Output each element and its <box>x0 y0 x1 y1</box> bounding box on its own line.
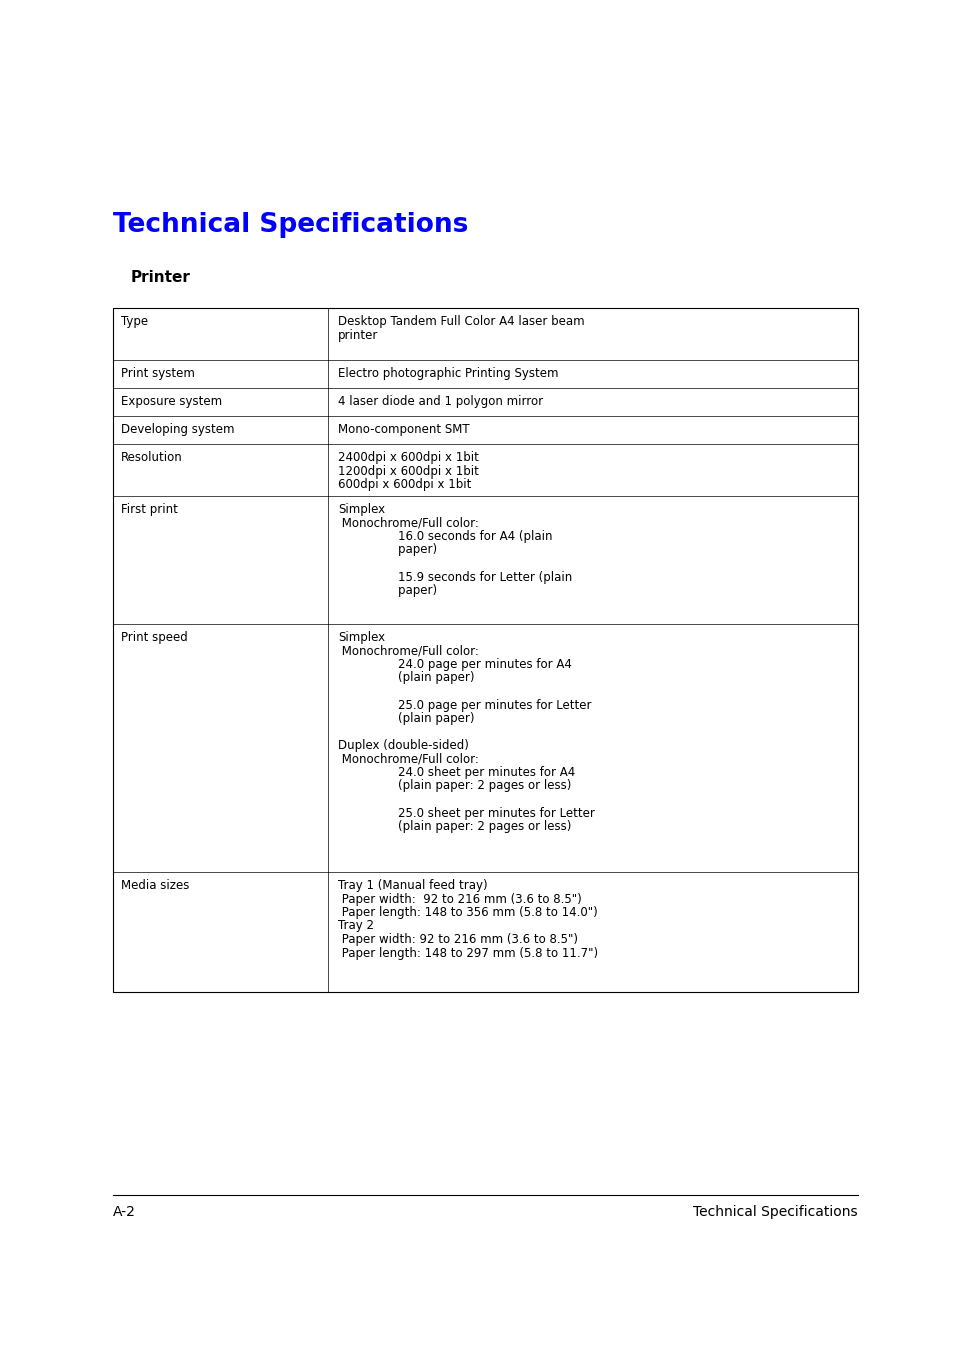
Text: 24.0 page per minutes for A4: 24.0 page per minutes for A4 <box>337 657 571 671</box>
Text: 600dpi x 600dpi x 1bit: 600dpi x 600dpi x 1bit <box>337 478 471 491</box>
Text: Monochrome/Full color:: Monochrome/Full color: <box>337 644 478 657</box>
Text: Tray 2: Tray 2 <box>337 919 374 933</box>
Text: Print speed: Print speed <box>121 630 188 644</box>
Text: Developing system: Developing system <box>121 423 234 436</box>
Text: 15.9 seconds for Letter (plain: 15.9 seconds for Letter (plain <box>337 571 572 583</box>
Text: 24.0 sheet per minutes for A4: 24.0 sheet per minutes for A4 <box>337 765 575 779</box>
Text: (plain paper): (plain paper) <box>337 711 474 725</box>
Text: Electro photographic Printing System: Electro photographic Printing System <box>337 367 558 379</box>
Text: Type: Type <box>121 315 148 328</box>
Text: A-2: A-2 <box>112 1206 135 1219</box>
Text: 1200dpi x 600dpi x 1bit: 1200dpi x 600dpi x 1bit <box>337 464 478 478</box>
Text: Resolution: Resolution <box>121 451 183 464</box>
Text: Paper width: 92 to 216 mm (3.6 to 8.5"): Paper width: 92 to 216 mm (3.6 to 8.5") <box>337 933 578 946</box>
Text: Monochrome/Full color:: Monochrome/Full color: <box>337 517 478 529</box>
Text: Monochrome/Full color:: Monochrome/Full color: <box>337 752 478 765</box>
Text: Exposure system: Exposure system <box>121 396 222 408</box>
Text: Technical Specifications: Technical Specifications <box>112 212 468 238</box>
Text: Tray 1 (Manual feed tray): Tray 1 (Manual feed tray) <box>337 879 487 892</box>
Text: Paper length: 148 to 297 mm (5.8 to 11.7"): Paper length: 148 to 297 mm (5.8 to 11.7… <box>337 946 598 960</box>
Text: 25.0 page per minutes for Letter: 25.0 page per minutes for Letter <box>337 698 591 711</box>
Text: (plain paper): (plain paper) <box>337 671 474 684</box>
Text: 16.0 seconds for A4 (plain: 16.0 seconds for A4 (plain <box>337 531 552 543</box>
Text: paper): paper) <box>337 544 436 556</box>
Text: paper): paper) <box>337 585 436 597</box>
Text: Media sizes: Media sizes <box>121 879 190 892</box>
Text: Duplex (double-sided): Duplex (double-sided) <box>337 738 468 752</box>
Text: (plain paper: 2 pages or less): (plain paper: 2 pages or less) <box>337 779 571 792</box>
Text: Printer: Printer <box>131 270 191 285</box>
Text: printer: printer <box>337 328 378 342</box>
Text: Mono-component SMT: Mono-component SMT <box>337 423 469 436</box>
Text: Desktop Tandem Full Color A4 laser beam: Desktop Tandem Full Color A4 laser beam <box>337 315 584 328</box>
Text: 4 laser diode and 1 polygon mirror: 4 laser diode and 1 polygon mirror <box>337 396 542 408</box>
Text: Paper width:  92 to 216 mm (3.6 to 8.5"): Paper width: 92 to 216 mm (3.6 to 8.5") <box>337 892 581 906</box>
Text: Technical Specifications: Technical Specifications <box>693 1206 857 1219</box>
Text: Simplex: Simplex <box>337 630 385 644</box>
Text: Paper length: 148 to 356 mm (5.8 to 14.0"): Paper length: 148 to 356 mm (5.8 to 14.0… <box>337 906 598 919</box>
Text: 25.0 sheet per minutes for Letter: 25.0 sheet per minutes for Letter <box>337 806 595 819</box>
Text: (plain paper: 2 pages or less): (plain paper: 2 pages or less) <box>337 819 571 833</box>
Bar <box>112 308 857 992</box>
Text: Simplex: Simplex <box>337 504 385 516</box>
Text: First print: First print <box>121 504 177 516</box>
Text: Print system: Print system <box>121 367 194 379</box>
Text: 2400dpi x 600dpi x 1bit: 2400dpi x 600dpi x 1bit <box>337 451 478 464</box>
